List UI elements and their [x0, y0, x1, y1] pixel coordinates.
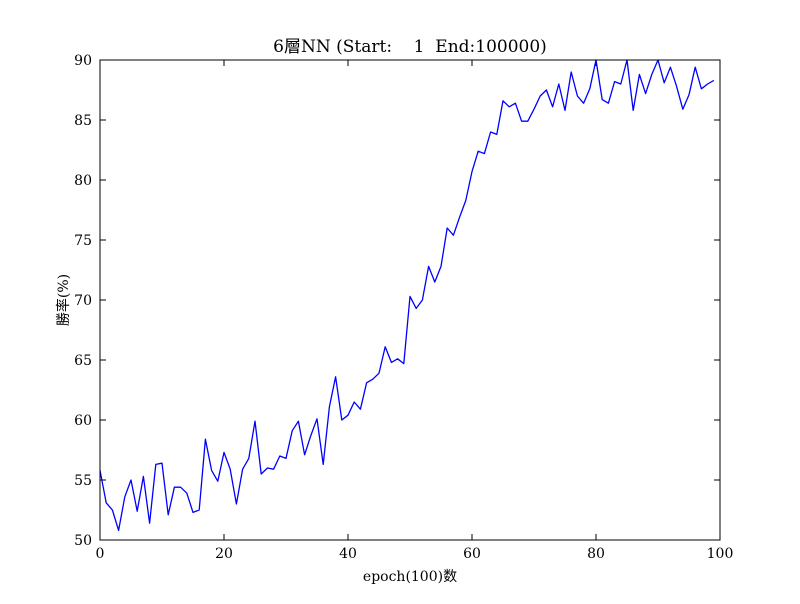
y-tick-label: 70: [74, 293, 92, 309]
x-axis-label: epoch(100)数: [363, 569, 457, 585]
y-tick-label: 85: [74, 113, 92, 129]
y-tick-label: 90: [74, 53, 92, 69]
y-tick-label: 50: [74, 533, 92, 549]
y-tick-label: 65: [74, 353, 92, 369]
x-tick-label: 100: [707, 546, 734, 562]
x-tick-label: 40: [339, 546, 357, 562]
x-tick-label: 20: [215, 546, 233, 562]
x-tick-label: 80: [587, 546, 605, 562]
y-tick-label: 80: [74, 173, 92, 189]
series-line: [99, 59, 715, 532]
y-tick-label: 55: [74, 473, 92, 489]
y-axis-label: 勝率(%): [55, 274, 72, 326]
plot-frame: [99, 59, 721, 541]
y-tick-label: 60: [74, 413, 92, 429]
chart-title: 6層NN (Start: 1 End:100000): [273, 37, 547, 57]
x-tick-label: 0: [96, 546, 105, 562]
y-tick-label: 75: [74, 233, 92, 249]
x-tick-label: 60: [463, 546, 481, 562]
ticks-group: 0 20 40 60 80 100 50 55 60 65 70 75 80 85 90: [74, 53, 733, 562]
